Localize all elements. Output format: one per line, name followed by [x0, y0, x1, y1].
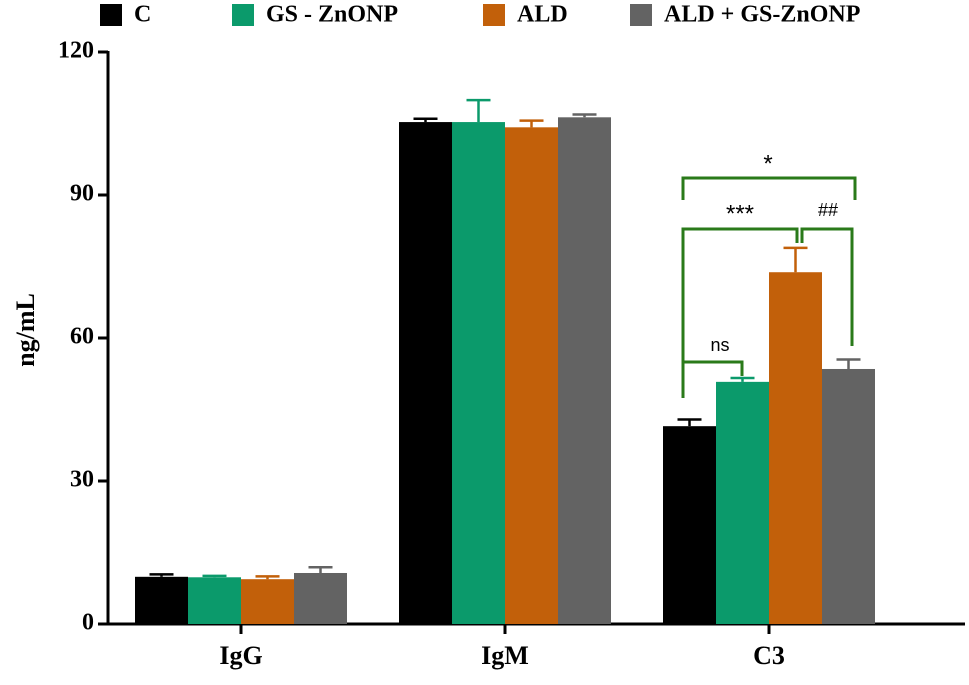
error-bar — [677, 418, 702, 427]
bar — [452, 122, 505, 624]
bar — [716, 381, 769, 624]
error-bar — [836, 358, 861, 369]
bracket — [681, 176, 857, 200]
error-bar — [519, 119, 544, 128]
error-bar — [255, 575, 280, 580]
error-bar — [202, 574, 227, 578]
bar — [822, 368, 875, 624]
error-bar — [730, 376, 755, 382]
annotation: * — [763, 150, 772, 177]
y-axis-label: ng/mL — [11, 293, 40, 367]
significance-brackets — [681, 176, 857, 398]
bracket — [681, 227, 799, 392]
bar — [558, 117, 611, 624]
annotation: ## — [818, 200, 838, 220]
bar — [505, 127, 558, 625]
legend-swatch — [100, 4, 122, 26]
bar — [663, 426, 716, 624]
bar — [399, 122, 452, 624]
error-bar — [783, 246, 808, 273]
legend-label: ALD — [517, 2, 568, 28]
error-bar — [308, 566, 333, 573]
y-tick-label: 30 — [70, 467, 94, 493]
bar — [241, 579, 294, 624]
y-tick-label: 0 — [82, 610, 94, 636]
error-bar — [149, 573, 174, 577]
annotation: *** — [726, 200, 754, 227]
bar — [769, 272, 822, 624]
bar — [188, 577, 241, 624]
legend-swatch — [630, 4, 652, 26]
y-tick-label: 120 — [58, 38, 94, 64]
bracket — [800, 227, 854, 346]
bar — [294, 572, 347, 624]
y-tick-label: 60 — [70, 324, 94, 350]
error-bar — [413, 117, 438, 123]
legend-label: GS - ZnONP — [266, 2, 398, 28]
annotation: ns — [710, 335, 729, 355]
error-bar — [466, 98, 491, 123]
legend-swatch — [232, 4, 254, 26]
x-tick-label: IgM — [481, 641, 529, 670]
y-tick-label: 90 — [70, 181, 94, 207]
bar — [135, 576, 188, 624]
x-tick-label: C3 — [753, 641, 785, 670]
x-tick-label: IgG — [219, 641, 262, 670]
legend-label: C — [134, 2, 151, 28]
error-bar — [572, 113, 597, 118]
legend-swatch — [483, 4, 505, 26]
legend-label: ALD + GS-ZnONP — [664, 2, 860, 28]
